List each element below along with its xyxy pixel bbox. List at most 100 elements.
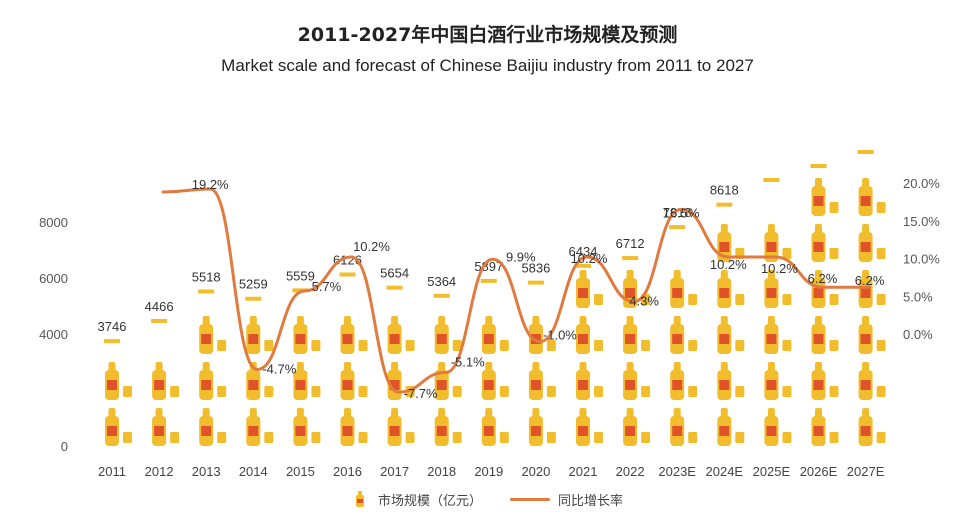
x-tick-label: 2017 — [380, 464, 409, 479]
bottle-label — [860, 196, 871, 206]
bottle-neck — [767, 316, 775, 326]
bar-value-label: 5836 — [521, 261, 550, 276]
cup — [876, 248, 886, 259]
bottle-neck — [485, 408, 493, 418]
bottle-neck — [673, 316, 681, 326]
bottle-neck — [532, 408, 540, 418]
cup — [594, 294, 603, 305]
cup — [735, 340, 745, 351]
bar-top — [716, 202, 733, 207]
bottle-label — [578, 380, 588, 390]
bottle-neck — [815, 362, 822, 372]
cup — [641, 386, 651, 397]
bottle-neck — [579, 316, 587, 326]
bottle-label — [342, 426, 353, 436]
bottle-neck — [815, 178, 822, 188]
bottle-label — [483, 380, 494, 390]
x-tick-label: 2027E — [847, 464, 885, 479]
bottle-neck — [438, 362, 446, 372]
bar-top — [151, 318, 168, 323]
bottle-label — [813, 334, 824, 344]
line-value-label: 10.2% — [761, 261, 798, 276]
cup — [358, 432, 368, 443]
bottle-label — [201, 426, 212, 436]
bottle-neck — [391, 316, 399, 326]
cup — [264, 386, 274, 397]
bottle-label — [860, 334, 871, 344]
bottle-neck — [391, 362, 399, 372]
bar-column — [151, 318, 180, 446]
bottle-label — [248, 426, 259, 436]
bottle-label — [248, 334, 259, 344]
bar-top — [857, 150, 874, 154]
bottle-label — [672, 334, 683, 344]
bar-top — [386, 285, 403, 290]
bottle-label — [389, 426, 400, 436]
bottle-neck — [673, 270, 681, 280]
bottle-label — [672, 380, 683, 390]
cup — [452, 340, 462, 351]
line-value-label: 4.3% — [629, 294, 659, 309]
bottle-neck — [862, 178, 870, 188]
cup — [641, 432, 651, 443]
bar-top — [527, 280, 544, 285]
bottle-neck — [720, 224, 728, 234]
x-tick-label: 2012 — [145, 464, 174, 479]
cup — [217, 432, 227, 443]
bottle-neck — [767, 362, 775, 372]
bottle-neck — [296, 408, 304, 418]
y-left-tick-label: 4000 — [39, 327, 68, 342]
bottle-label — [625, 334, 636, 344]
bottle-label — [813, 288, 824, 298]
cup — [594, 432, 603, 443]
growth-line — [161, 187, 872, 394]
cup — [876, 294, 886, 305]
cup — [217, 340, 227, 351]
bar-value-label: 5259 — [239, 277, 268, 292]
cup — [829, 294, 839, 305]
bar-value-label: 5559 — [286, 268, 315, 283]
bottle-label — [813, 380, 824, 390]
bottle-neck — [767, 270, 775, 280]
bottle-label — [342, 380, 353, 390]
cup — [405, 340, 415, 351]
cup — [782, 294, 792, 305]
bottle-neck — [767, 408, 775, 418]
bar-top — [433, 293, 450, 298]
chart-legend: 市场规模（亿元） 同比增长率 — [0, 488, 975, 510]
line-value-label: 6.2% — [855, 273, 885, 288]
legend-bars-label: 市场规模（亿元） — [377, 493, 482, 509]
x-tick-label: 2020 — [521, 464, 550, 479]
x-tick-label: 2026E — [800, 464, 838, 479]
bottle-neck — [626, 270, 634, 280]
cup — [311, 386, 321, 397]
x-tick-label: 2015 — [286, 464, 315, 479]
bottle-label — [860, 380, 871, 390]
y-right-tick-label: 10.0% — [903, 252, 940, 267]
cup — [782, 248, 792, 259]
cup — [358, 340, 368, 351]
bar-top — [810, 164, 827, 168]
bottle-label — [860, 242, 871, 252]
line-value-label: 10.2% — [710, 257, 747, 272]
bottle-label — [813, 242, 824, 252]
bottle-neck — [720, 270, 728, 280]
cup — [452, 432, 462, 443]
bottle-neck — [249, 316, 257, 326]
bottle-label — [530, 380, 541, 390]
cup — [829, 340, 839, 351]
bottle-label — [860, 288, 871, 298]
line-legend-swatch — [510, 497, 550, 501]
cup — [782, 340, 792, 351]
bottle-neck — [862, 316, 870, 326]
bar-top — [339, 272, 356, 277]
bottle-neck — [720, 316, 728, 326]
cup — [876, 202, 886, 213]
x-tick-label: 2023E — [658, 464, 696, 479]
bottle-neck — [485, 316, 493, 326]
bar-top — [198, 289, 215, 294]
x-tick-label: 2025E — [753, 464, 791, 479]
y-right-tick-label: 20.0% — [903, 176, 940, 191]
cup — [688, 294, 698, 305]
line-value-label: 6.2% — [808, 271, 838, 286]
